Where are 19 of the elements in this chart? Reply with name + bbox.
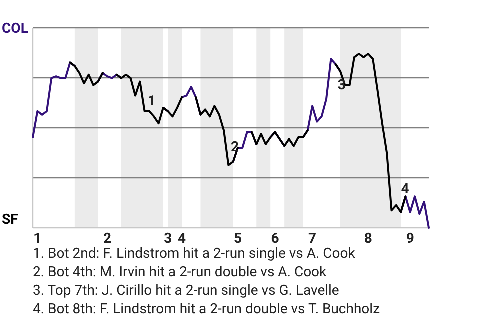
x-tick-label: 8 [364,231,372,247]
text: 2. Bot 4th: M. Irvin hit a 2-run double vs A. Cook [33,264,328,280]
x-tick-label: 4 [178,231,186,247]
text: 4. Bot 8th: F. Lindstrom hit a 2-run double vs T. Buchholz [33,302,380,318]
x-tick-label: 2 [104,231,112,247]
annotation: 1 [148,94,156,110]
x-tick-label: 9 [406,231,414,247]
x-tick-label: 1 [34,231,42,247]
annotation: 3 [338,78,346,94]
x-tick-label: 7 [308,231,317,247]
x-tick-label: 6 [271,231,280,247]
text: COL [2,21,29,37]
text: SF [2,212,19,228]
text: 1. Bot 2nd: F. Lindstrom hit a 2-run single vs A. Cook [33,246,356,262]
annotation: 4 [401,182,410,198]
text: 3. Top 7th: J. Cirillo hit a 2-run single vs G. Lavelle [33,283,340,299]
annotation: 2 [231,140,240,156]
x-tick-label: 3 [164,231,172,247]
x-tick-label: 5 [234,231,242,247]
